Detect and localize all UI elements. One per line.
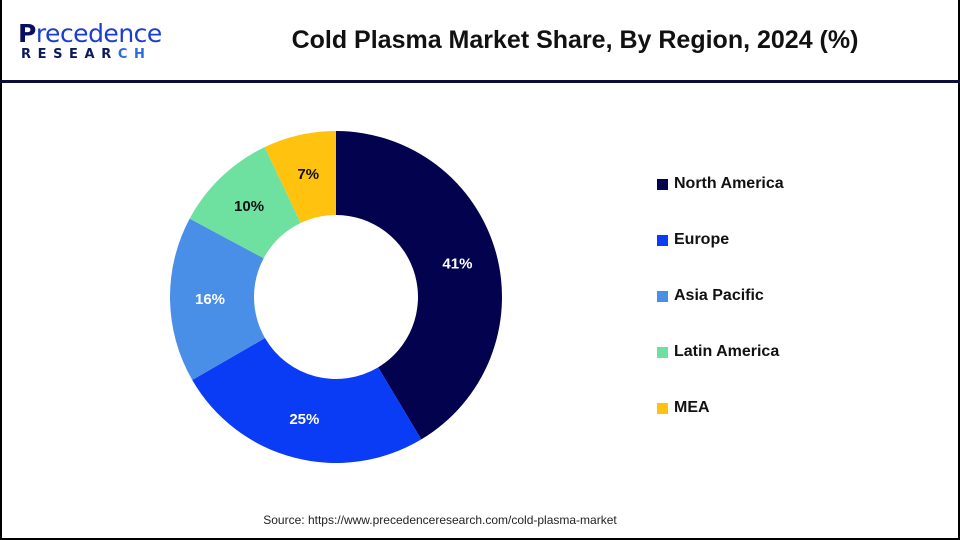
legend-item-north-america: North America [657, 174, 784, 194]
legend-swatch [657, 402, 668, 414]
slice-value-label: 10% [234, 198, 264, 215]
donut-slice-asia-pacific [170, 218, 265, 380]
donut-slice-latin-america [189, 147, 301, 259]
legend-item-mea: MEA [657, 398, 784, 418]
donut-slice-labels: 41% 25% 16% 10% 7% [195, 166, 472, 428]
legend-item-asia-pacific: Asia Pacific [657, 286, 784, 306]
header-divider [0, 80, 960, 83]
legend-label: MEA [674, 399, 710, 416]
logo-wordmark: Precedence [18, 19, 162, 48]
legend-label: Latin America [674, 343, 780, 360]
source-citation: Source: https://www.precedenceresearch.c… [263, 513, 617, 527]
header: Precedence RESEARCH Cold Plasma Market S… [0, 0, 960, 83]
legend-label: North America [674, 175, 784, 192]
logo-subtitle-main: RESEAR [21, 47, 118, 62]
legend-swatch [657, 234, 668, 246]
slice-value-label: 7% [297, 166, 319, 183]
legend-swatch [657, 178, 668, 190]
slice-value-label: 25% [289, 411, 319, 428]
slice-value-label: 16% [195, 291, 225, 308]
logo-subtitle-accent: CH [117, 47, 152, 62]
legend-label: Asia Pacific [674, 287, 764, 304]
logo-word: recedence [35, 19, 162, 48]
legend-label: Europe [674, 231, 730, 248]
donut-slices [170, 131, 502, 463]
donut-slice-europe [192, 338, 422, 463]
legend-swatch [657, 346, 668, 358]
legend-item-latin-america: Latin America [657, 342, 784, 362]
legend: North America Europe Asia Pacific Latin … [657, 174, 784, 454]
logo-subtitle: RESEARCH [21, 48, 158, 62]
donut-slice-mea [264, 131, 336, 223]
slice-value-label: 41% [442, 255, 472, 272]
logo-initial: P [18, 19, 36, 48]
legend-swatch [657, 290, 668, 302]
precedence-research-logo: Precedence RESEARCH [18, 19, 162, 64]
chart-title: Cold Plasma Market Share, By Region, 202… [291, 26, 859, 54]
legend-item-europe: Europe [657, 230, 784, 250]
donut-slice-north-america [336, 131, 502, 440]
